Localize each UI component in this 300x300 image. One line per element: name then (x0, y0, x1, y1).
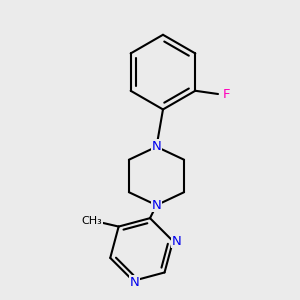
Text: N: N (152, 199, 161, 212)
Text: N: N (171, 235, 181, 248)
Text: CH₃: CH₃ (81, 216, 102, 226)
Text: F: F (222, 88, 230, 100)
Text: N: N (152, 140, 161, 153)
Text: N: N (130, 276, 140, 289)
